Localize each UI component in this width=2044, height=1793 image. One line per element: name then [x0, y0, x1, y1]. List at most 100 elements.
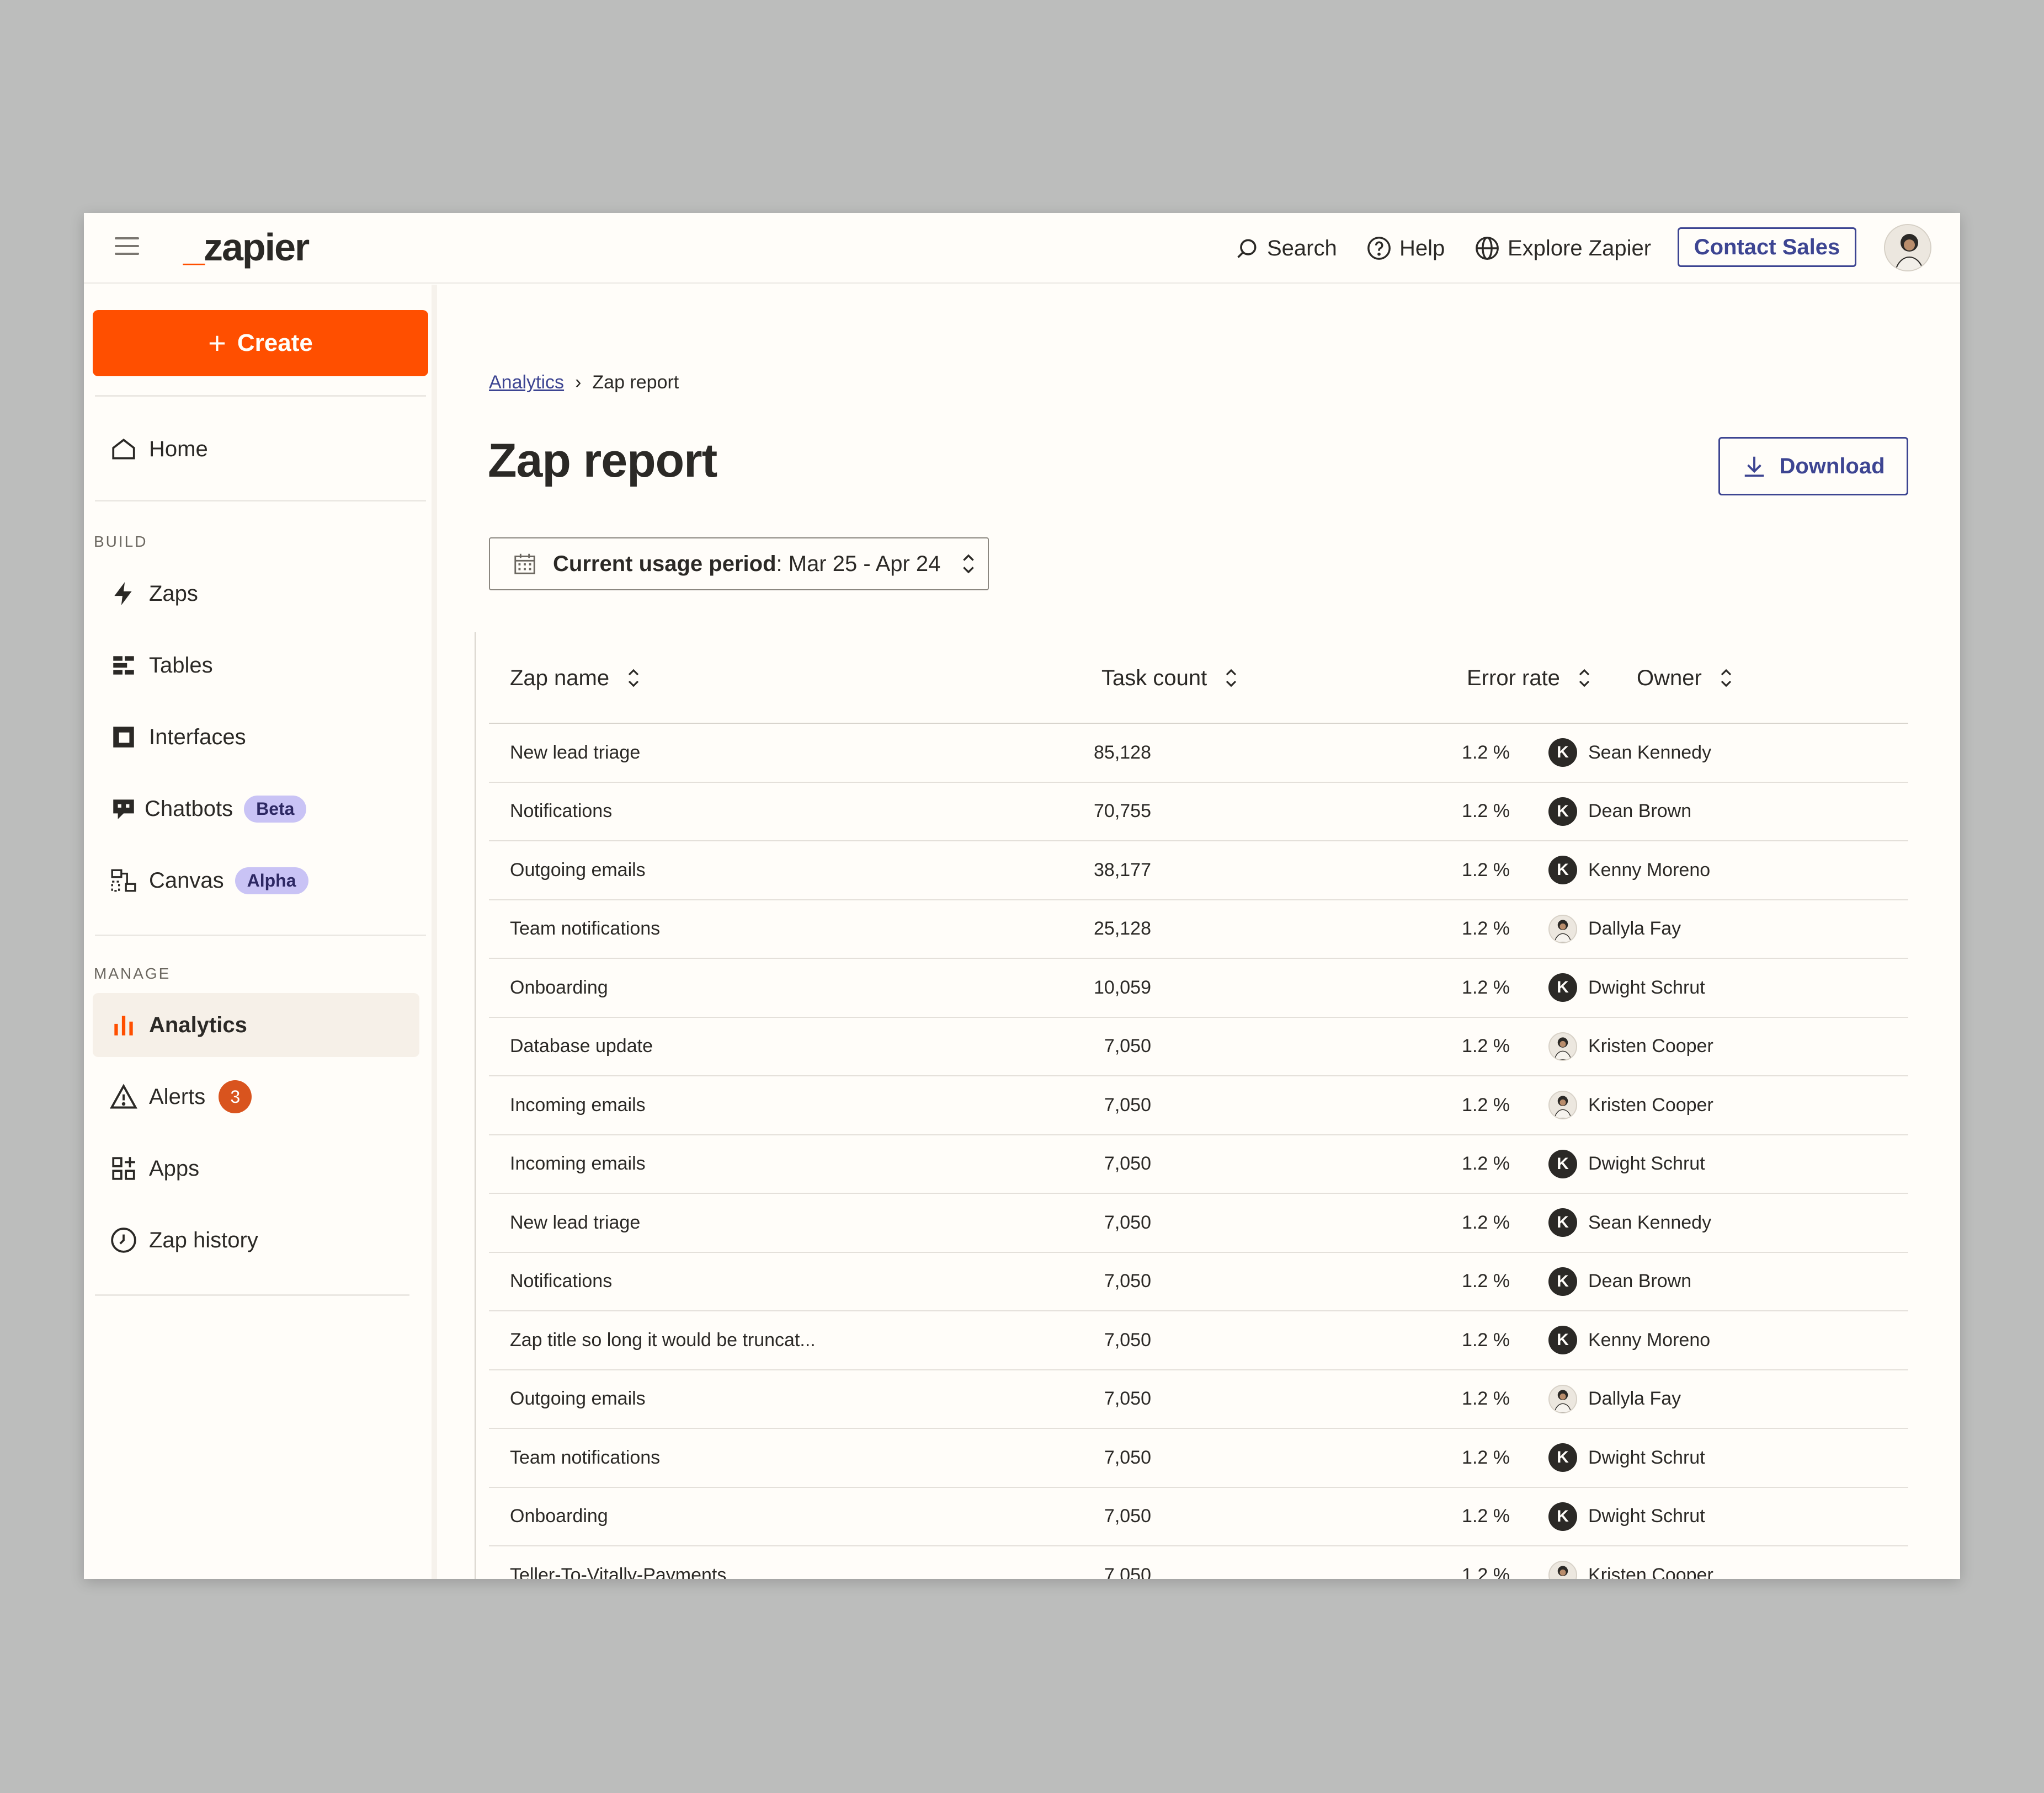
search-icon: [1237, 239, 1257, 258]
table-row[interactable]: Teller-To-Vitally-Payments 7,050 1.2 % Kris…: [489, 1546, 1908, 1579]
table-row[interactable]: New lead triage 85,128 1.2 % K Sean Kennedy: [489, 724, 1908, 783]
manage-section-label: MANAGE: [94, 965, 171, 982]
zap-name-cell[interactable]: Database update: [510, 1036, 653, 1056]
user-photo-icon: [1885, 225, 1930, 270]
zap-name-cell[interactable]: Notifications: [510, 801, 613, 821]
interfaces-icon: [108, 722, 139, 753]
table-row[interactable]: Outgoing emails 7,050 1.2 % Dallyla Fay: [489, 1370, 1908, 1429]
task-count-cell: 10,059: [1094, 976, 1151, 998]
owner-cell: K Kenny Moreno: [1548, 841, 1710, 899]
sidebar-item-canvas[interactable]: Canvas Alpha: [93, 849, 419, 912]
error-rate-cell: 1.2 %: [1462, 1153, 1510, 1174]
owner-initial-avatar: K: [1548, 1208, 1577, 1237]
sidebar: + Create Home BUILD Zaps Tables Interfac…: [84, 285, 437, 1579]
owner-cell: K Sean Kennedy: [1548, 1194, 1711, 1251]
owner-cell: Dallyla Fay: [1548, 900, 1681, 958]
error-rate-cell: 1.2 %: [1462, 1329, 1510, 1351]
sidebar-item-alerts[interactable]: Alerts 3: [93, 1065, 419, 1129]
zap-name-cell[interactable]: Outgoing emails: [510, 859, 646, 881]
sort-icon: [1579, 669, 1590, 687]
explore-label: Explore Zapier: [1508, 236, 1652, 260]
search-label: Search: [1267, 236, 1337, 260]
table-row[interactable]: New lead triage 7,050 1.2 % K Sean Kennedy: [489, 1194, 1908, 1253]
zap-name-cell[interactable]: Team notifications: [510, 1447, 661, 1468]
owner-initial-avatar: K: [1548, 797, 1577, 826]
zapier-logo[interactable]: _zapier: [183, 225, 310, 269]
sort-owner-header[interactable]: Owner: [1637, 632, 1734, 724]
user-avatar[interactable]: [1884, 224, 1931, 271]
create-button[interactable]: + Create: [93, 310, 428, 376]
sidebar-item-zaps[interactable]: Zaps: [93, 562, 419, 626]
zap-name-cell[interactable]: New lead triage: [510, 741, 641, 763]
zap-name-cell[interactable]: New lead triage: [510, 1212, 641, 1233]
sort-zap-name-header[interactable]: Zap name: [510, 632, 641, 724]
table-row[interactable]: Database update 7,050 1.2 % Kristen Cooper: [489, 1018, 1908, 1076]
sort-error-rate-header[interactable]: Error rate: [1467, 632, 1592, 724]
task-count-cell: 7,050: [1104, 1094, 1151, 1116]
zap-name-cell[interactable]: Outgoing emails: [510, 1388, 646, 1409]
error-rate-cell: 1.2 %: [1462, 918, 1510, 939]
owner-name: Dallyla Fay: [1588, 1388, 1681, 1409]
zap-name-cell[interactable]: Team notifications: [510, 918, 661, 939]
sidebar-item-label: Canvas: [149, 868, 224, 893]
owner-cell: K Dwight Schrut: [1548, 959, 1705, 1016]
create-label: Create: [237, 329, 313, 356]
zap-name-cell[interactable]: Onboarding: [510, 1506, 608, 1527]
contact-sales-button[interactable]: Contact Sales: [1678, 227, 1856, 267]
sort-icon: [628, 669, 639, 687]
search-button[interactable]: Search: [1235, 230, 1337, 267]
breadcrumb-link-analytics[interactable]: Analytics: [489, 372, 565, 393]
table-row[interactable]: Incoming emails 7,050 1.2 % K Dwight Schrut: [489, 1135, 1908, 1194]
help-button[interactable]: Help: [1366, 230, 1445, 267]
usage-period-select[interactable]: Current usage period : Mar 25 - Apr 24: [489, 537, 989, 590]
sidebar-item-tables[interactable]: Tables: [93, 633, 419, 697]
table-row[interactable]: Team notifications 7,050 1.2 % K Dwight Schr…: [489, 1429, 1908, 1488]
owner-name: Kenny Moreno: [1588, 1329, 1711, 1351]
zap-name-cell[interactable]: Notifications: [510, 1271, 613, 1292]
zap-name-cell[interactable]: Zap title so long it would be truncat...: [510, 1329, 816, 1351]
table-row[interactable]: Notifications 7,050 1.2 % K Dean Brown: [489, 1253, 1908, 1311]
error-rate-cell: 1.2 %: [1462, 801, 1510, 821]
task-count-cell: 7,050: [1104, 1153, 1151, 1174]
zap-name-cell[interactable]: Teller-To-Vitally-Payments: [510, 1564, 727, 1579]
header-label: Error rate: [1467, 665, 1560, 690]
sidebar-item-label: Alerts: [149, 1084, 206, 1109]
owner-photo-avatar: [1548, 1561, 1577, 1579]
error-rate-cell: 1.2 %: [1462, 1212, 1510, 1233]
task-count-cell: 85,128: [1094, 741, 1151, 763]
sidebar-item-zap-history[interactable]: Zap history: [93, 1208, 419, 1272]
owner-cell: K Dwight Schrut: [1548, 1488, 1705, 1545]
owner-cell: K Kenny Moreno: [1548, 1311, 1710, 1369]
table-row[interactable]: Onboarding 7,050 1.2 % K Dwight Schrut: [489, 1488, 1908, 1546]
table-row[interactable]: Incoming emails 7,050 1.2 % Kristen Cooper: [489, 1076, 1908, 1135]
zap-name-cell[interactable]: Onboarding: [510, 976, 608, 998]
header-label: Task count: [1101, 665, 1207, 690]
sidebar-item-chatbots[interactable]: Chatbots Beta: [93, 777, 419, 841]
sidebar-item-interfaces[interactable]: Interfaces: [93, 705, 419, 769]
sidebar-item-analytics[interactable]: Analytics: [93, 993, 419, 1057]
download-button[interactable]: Download: [1718, 437, 1908, 495]
table-row[interactable]: Outgoing emails 38,177 1.2 % K Kenny Moreno: [489, 841, 1908, 900]
explore-zapier-button[interactable]: Explore Zapier: [1475, 230, 1651, 267]
zap-name-cell[interactable]: Incoming emails: [510, 1094, 646, 1116]
canvas-icon: [108, 865, 139, 896]
divider: [95, 500, 426, 501]
zap-name-cell[interactable]: Incoming emails: [510, 1153, 646, 1174]
breadcrumb: Analytics › Zap report: [489, 372, 679, 393]
sort-task-count-header[interactable]: Task count: [1101, 632, 1239, 724]
sidebar-item-apps[interactable]: Apps: [93, 1136, 419, 1200]
table-row[interactable]: Notifications 70,755 1.2 % K Dean Brown: [489, 783, 1908, 841]
table-row[interactable]: Zap title so long it would be truncat...…: [489, 1311, 1908, 1370]
sidebar-item-label: Apps: [149, 1156, 200, 1181]
top-bar: _zapier Search Help Explore Zapier Conta…: [84, 213, 1960, 284]
sidebar-item-home[interactable]: Home: [93, 417, 419, 481]
menu-icon[interactable]: [115, 237, 139, 259]
table-row[interactable]: Team notifications 25,128 1.2 % Dallyla Fay: [489, 900, 1908, 959]
help-icon: [1367, 237, 1391, 260]
alerts-count-badge: 3: [219, 1080, 252, 1113]
owner-initial-avatar: K: [1548, 973, 1577, 1002]
table-row[interactable]: Onboarding 10,059 1.2 % K Dwight Schrut: [489, 959, 1908, 1018]
task-count-cell: 7,050: [1104, 1447, 1151, 1468]
owner-name: Sean Kennedy: [1588, 1212, 1712, 1233]
breadcrumb-current: Zap report: [592, 372, 679, 393]
